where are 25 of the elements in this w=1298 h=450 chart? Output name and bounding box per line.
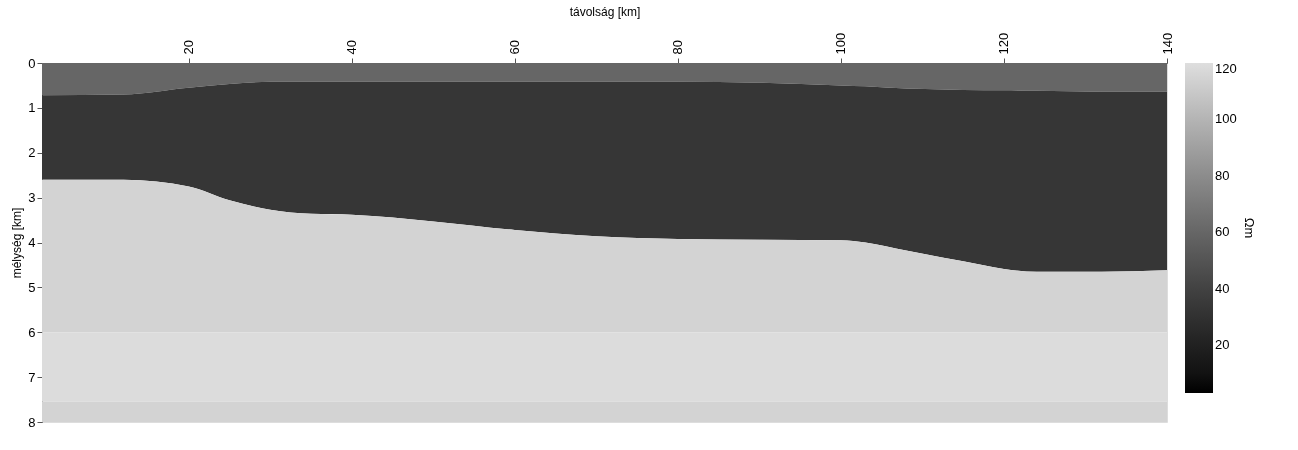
color-bar-title: Ωm bbox=[1242, 217, 1257, 239]
color-bar-label: 40 bbox=[1215, 280, 1230, 296]
y-tick-label: 1 bbox=[28, 100, 36, 116]
y-tick-label: 5 bbox=[28, 279, 36, 295]
color-bar-label: 100 bbox=[1215, 111, 1237, 127]
y-tick-label: 0 bbox=[28, 55, 36, 71]
y-tick-label: 3 bbox=[28, 190, 36, 206]
x-tick-label: 80 bbox=[670, 40, 686, 55]
color-bar-label: 80 bbox=[1215, 167, 1230, 183]
y-tick-label: 4 bbox=[28, 235, 36, 250]
color-bar-label: 60 bbox=[1215, 224, 1230, 240]
color-bar-label: 120 bbox=[1215, 61, 1237, 76]
x-tick-label: 140 bbox=[1159, 32, 1175, 55]
y-tick-label: 2 bbox=[28, 145, 36, 161]
x-tick-label: 60 bbox=[507, 40, 523, 55]
x-axis-title: távolság [km] bbox=[569, 4, 641, 19]
x-tick-label: 120 bbox=[996, 32, 1012, 55]
x-tick-label: 20 bbox=[181, 40, 197, 55]
y-tick-label: 8 bbox=[28, 414, 36, 430]
y-axis-title: mélység [km] bbox=[10, 207, 25, 279]
color-bar-label: 20 bbox=[1215, 337, 1230, 353]
y-tick-label: 6 bbox=[28, 324, 36, 340]
y-tick-label: 7 bbox=[28, 369, 36, 385]
x-tick-label: 100 bbox=[833, 32, 849, 55]
x-tick-label: 40 bbox=[344, 40, 360, 55]
